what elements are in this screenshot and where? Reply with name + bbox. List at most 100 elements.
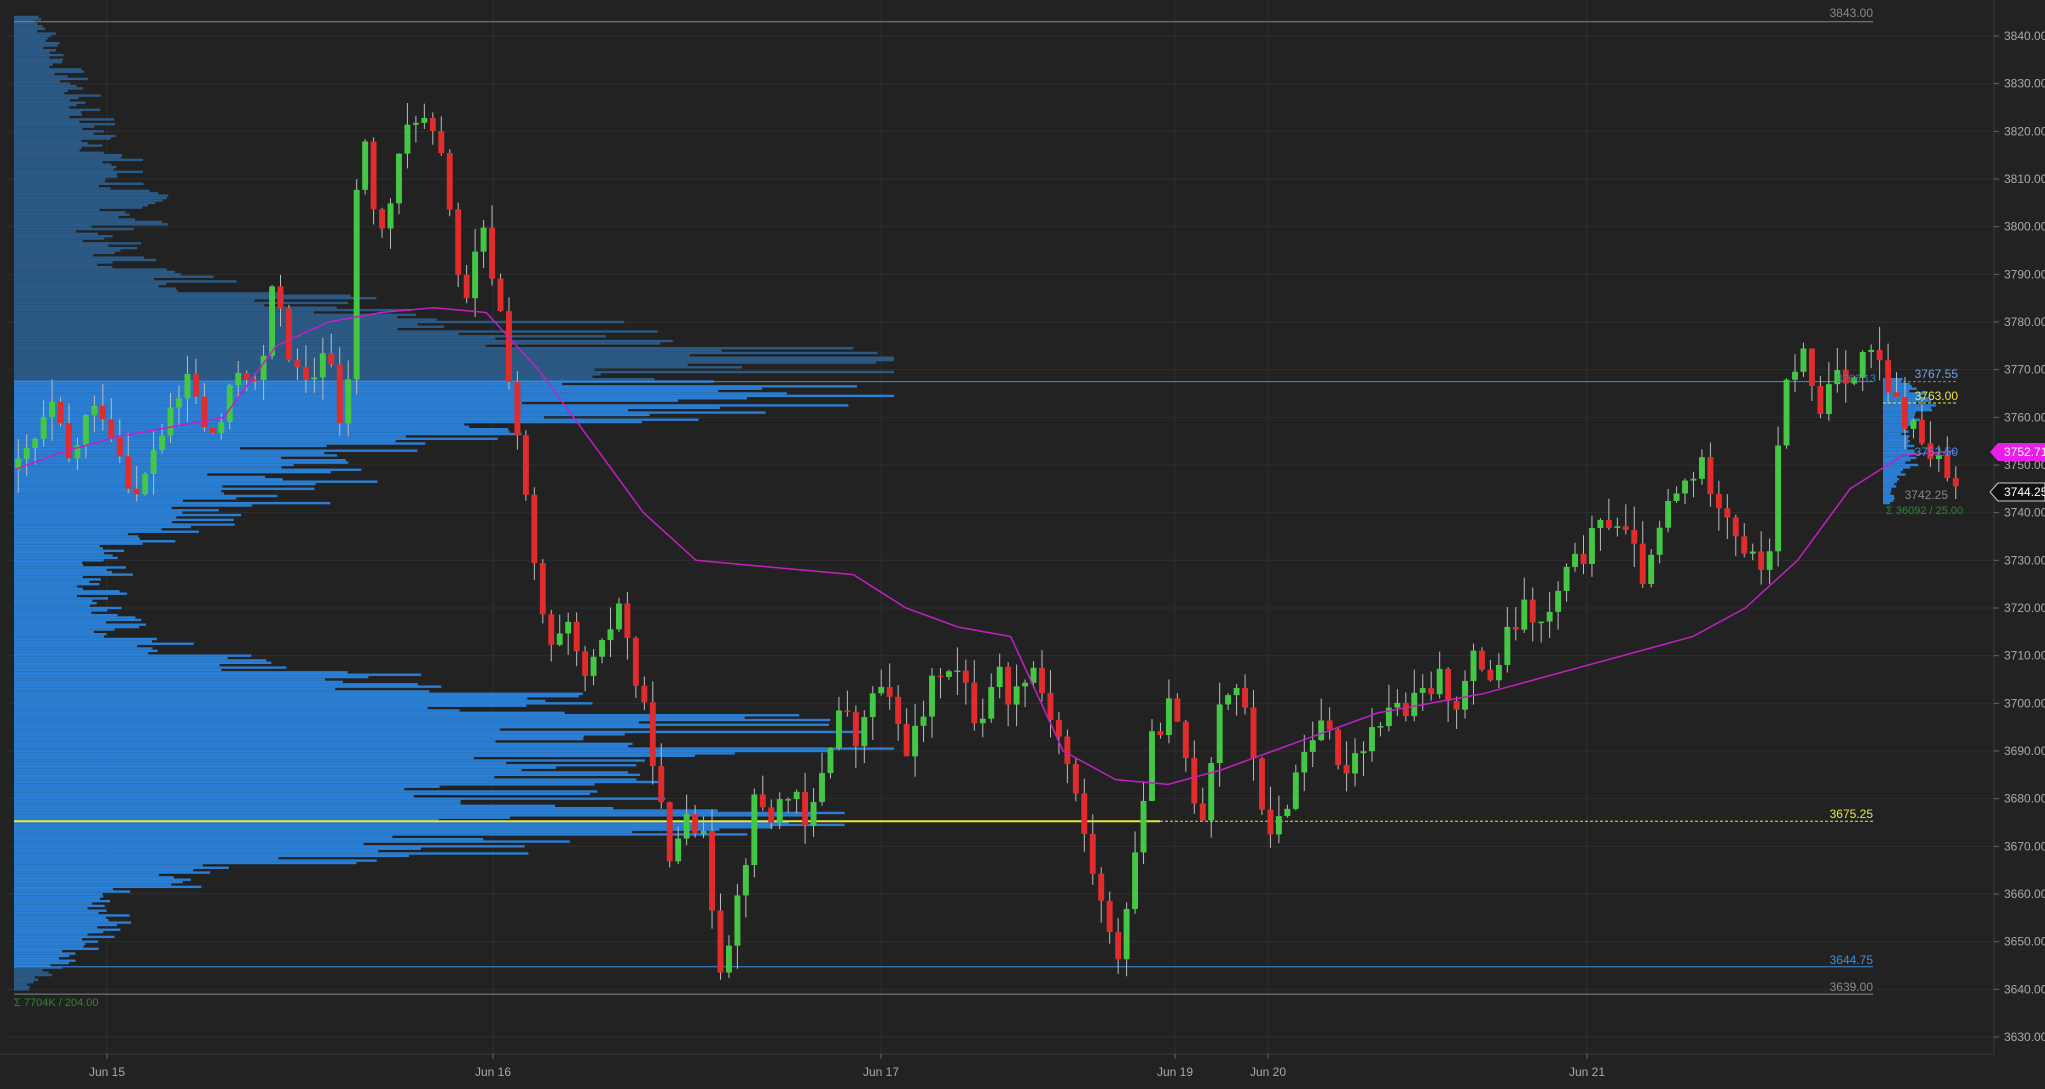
- candle-body: [294, 360, 301, 367]
- profile-bar: [14, 971, 49, 974]
- profile-bar: [14, 53, 64, 57]
- candle-body: [49, 401, 56, 418]
- profile-bar: [14, 139, 82, 143]
- profile-bar: [14, 566, 127, 569]
- profile-bar: [14, 466, 282, 469]
- profile-bar: [14, 888, 113, 891]
- price-axis[interactable]: 3630.00 3640.00 3650.00 3660.00 3670.00 3680.…: [1993, 0, 2045, 1054]
- profile-bar: [14, 201, 156, 205]
- profile-bar: [14, 480, 378, 483]
- profile-bar: [14, 556, 118, 560]
- candle-body: [979, 718, 986, 724]
- candle-body: [1775, 445, 1782, 552]
- profile-bar: [14, 897, 100, 900]
- candle-body: [565, 621, 572, 634]
- candle-body: [1631, 529, 1638, 544]
- profile-bar: [14, 208, 100, 212]
- profile-bar: [14, 447, 241, 450]
- profile-bar: [14, 413, 650, 417]
- profile-bar: [14, 475, 266, 479]
- profile-bar: [14, 716, 745, 719]
- profile-bar: [14, 759, 645, 762]
- candle-body: [421, 117, 428, 123]
- profile-bar: [14, 683, 418, 686]
- profile-bar: [14, 821, 789, 824]
- y-tick-label: 3750.00: [2004, 458, 2045, 472]
- y-tick-label: 3730.00: [2004, 553, 2045, 567]
- profile-bar: [14, 82, 71, 85]
- candle-body: [1563, 566, 1570, 591]
- profile-bar: [14, 709, 460, 712]
- candle-body: [844, 710, 851, 713]
- candle-body: [142, 473, 149, 495]
- candle-body: [759, 794, 766, 808]
- profile-bar: [14, 342, 661, 345]
- profile-bar: [14, 237, 105, 240]
- dev-profile-bar: [1883, 413, 1915, 417]
- profile-bar: [14, 39, 46, 42]
- candle-body: [125, 456, 132, 489]
- candle-body: [1783, 379, 1790, 446]
- profile-bar: [14, 356, 894, 359]
- y-tick-label: 3810.00: [2004, 172, 2045, 186]
- profile-bar: [14, 273, 181, 276]
- candle-body: [1394, 702, 1401, 708]
- profile-bar: [14, 840, 570, 843]
- profile-bar: [14, 635, 104, 638]
- profile-bar: [14, 206, 143, 209]
- vwap-series-line: [13, 306, 1956, 786]
- profile-bar: [14, 551, 105, 555]
- candle-body: [1504, 626, 1511, 665]
- profile-bar: [14, 101, 86, 104]
- profile-bar: [14, 804, 556, 808]
- dev-profile-bar: [1883, 480, 1898, 483]
- x-tick-label: Jun 19: [1157, 1065, 1193, 1079]
- profile-bar: [14, 246, 138, 250]
- profile-bar: [14, 907, 88, 910]
- time-axis[interactable]: Jun 15 Jun 16 Jun 17 Jun 19 Jun 20 Jun 21: [0, 1053, 1994, 1079]
- candle-body: [1902, 396, 1908, 429]
- candle-body: [1309, 740, 1316, 752]
- profile-bar: [14, 146, 82, 150]
- dev-profile-bar: [1883, 447, 1908, 450]
- profile-bar: [14, 499, 184, 502]
- dev-val-label: 3752.50: [1915, 445, 1959, 459]
- candle-body: [742, 865, 749, 896]
- dev-profile-bar: [1883, 499, 1894, 502]
- x-tick-label: Jun 15: [89, 1065, 125, 1079]
- candle-body: [1225, 695, 1232, 705]
- profile-bar: [14, 456, 282, 460]
- candle-body: [1817, 385, 1824, 415]
- profile-bar: [14, 432, 522, 436]
- profile-bar: [14, 942, 86, 946]
- candle-body: [929, 675, 935, 717]
- candle-body: [1445, 668, 1452, 701]
- profile-bar: [14, 170, 143, 174]
- profile-bar: [14, 697, 528, 700]
- profile-bar: [14, 575, 83, 579]
- profile-bar: [14, 89, 68, 93]
- profile-bar: [14, 518, 234, 522]
- profile-bar: [14, 492, 225, 495]
- profile-bar: [14, 909, 107, 912]
- profile-bar: [14, 835, 393, 838]
- profile-bar: [14, 578, 101, 581]
- candle-body: [539, 563, 546, 615]
- candle-body: [531, 494, 538, 564]
- profile-bar: [14, 289, 178, 293]
- candle-body: [235, 372, 242, 386]
- profile-bar: [14, 175, 118, 178]
- profile-bar: [14, 799, 461, 803]
- y-tick-label: 3720.00: [2004, 601, 2045, 615]
- profile-bar: [14, 32, 56, 35]
- candle-body: [66, 423, 72, 459]
- candle-body: [1868, 349, 1875, 353]
- y-tick-label: 3740.00: [2004, 506, 2045, 520]
- profile-bar: [14, 919, 109, 922]
- profile-bar: [14, 623, 146, 626]
- y-tick-label: 3760.00: [2004, 410, 2045, 424]
- dev-profile-bar: [1883, 459, 1911, 462]
- dev-profile-bar: [1883, 411, 1916, 414]
